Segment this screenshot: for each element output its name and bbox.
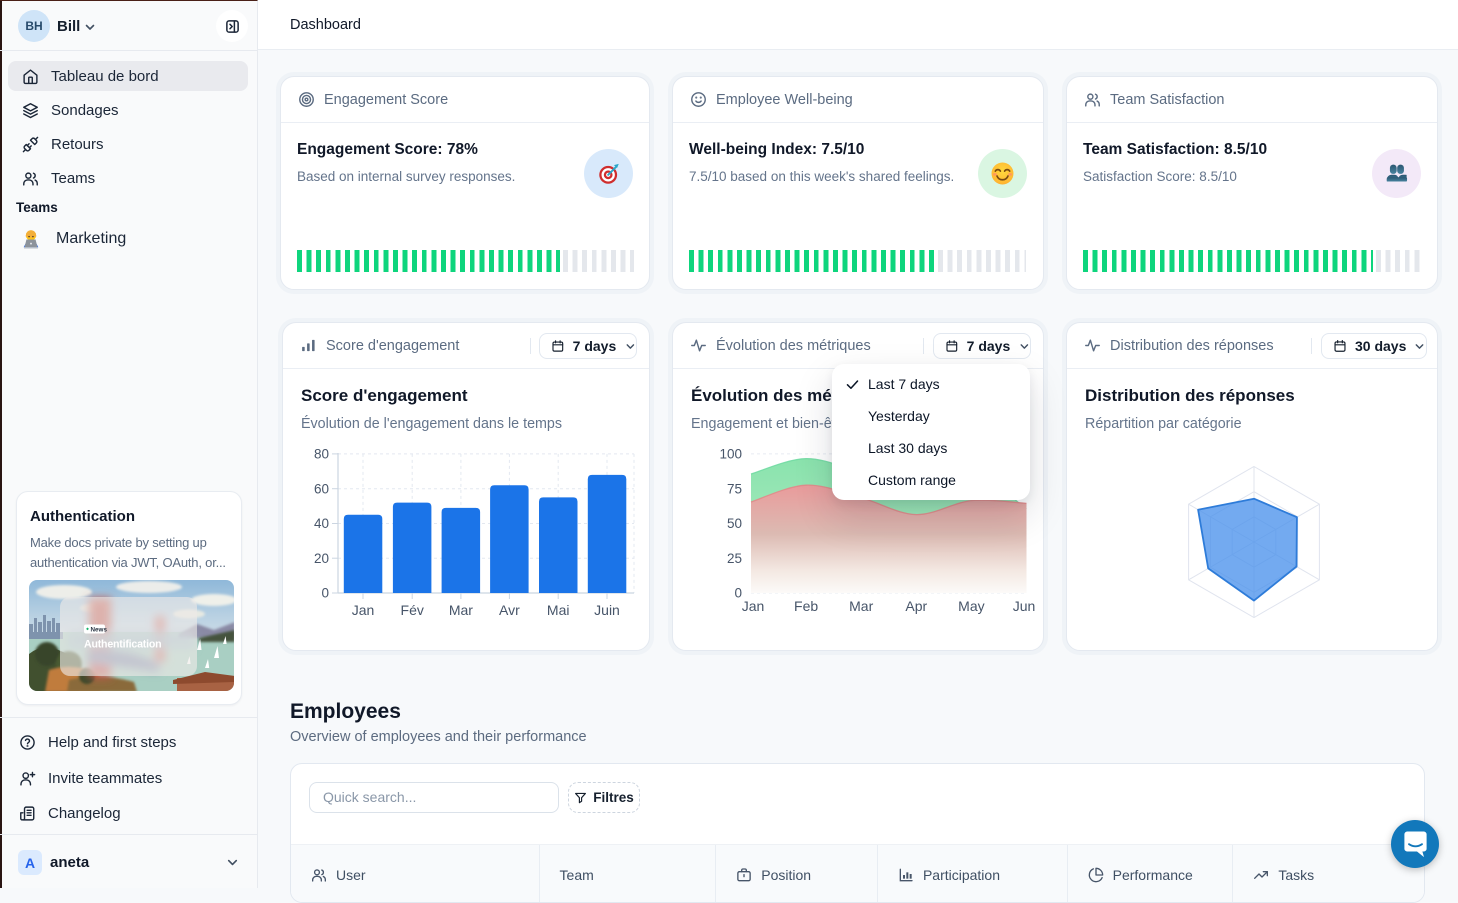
svg-text:0: 0 <box>734 586 742 601</box>
svg-text:May: May <box>958 598 984 614</box>
svg-text:75: 75 <box>727 481 742 496</box>
svg-text:25: 25 <box>727 551 742 566</box>
svg-text:Jun: Jun <box>1013 598 1036 614</box>
svg-text:20: 20 <box>314 551 329 566</box>
svg-text:0: 0 <box>321 586 329 601</box>
svg-text:Mar: Mar <box>849 598 873 614</box>
svg-text:40: 40 <box>314 516 329 531</box>
svg-text:Jan: Jan <box>352 602 375 618</box>
svg-text:60: 60 <box>314 481 329 496</box>
svg-text:Authentification: Authentification <box>84 639 161 651</box>
svg-text:Apr: Apr <box>905 598 927 614</box>
svg-text:Fév: Fév <box>401 602 424 618</box>
svg-text:Mar: Mar <box>449 602 473 618</box>
svg-text:Jan: Jan <box>742 598 765 614</box>
svg-text:100: 100 <box>719 447 742 462</box>
svg-text:50: 50 <box>727 516 742 531</box>
svg-text:News: News <box>91 627 108 634</box>
svg-text:Avr: Avr <box>499 602 520 618</box>
svg-text:80: 80 <box>314 447 329 462</box>
svg-text:Mai: Mai <box>547 602 570 618</box>
svg-text:Juin: Juin <box>594 602 620 618</box>
svg-text:Feb: Feb <box>794 598 818 614</box>
